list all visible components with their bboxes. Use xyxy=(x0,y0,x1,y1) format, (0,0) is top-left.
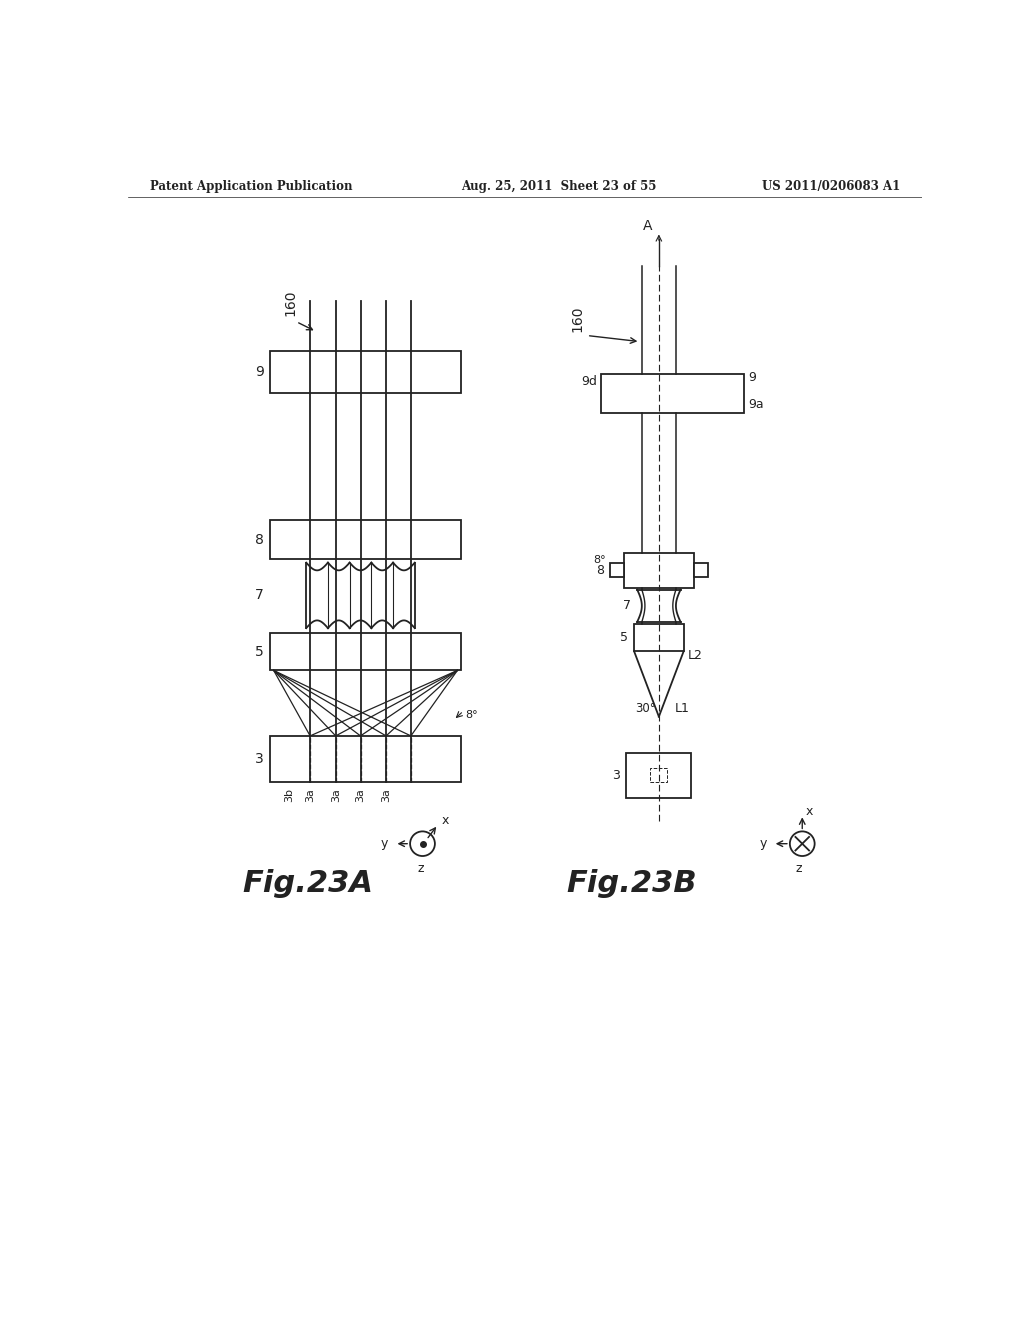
Bar xyxy=(634,624,684,651)
Text: 5: 5 xyxy=(255,645,263,659)
Text: L1: L1 xyxy=(675,702,689,715)
Text: A: A xyxy=(643,219,652,234)
Text: 7: 7 xyxy=(255,589,263,602)
Bar xyxy=(601,374,744,412)
Text: 9a: 9a xyxy=(748,399,764,412)
Text: x: x xyxy=(442,814,450,828)
Text: 160: 160 xyxy=(284,290,298,317)
Text: z: z xyxy=(418,862,424,875)
Text: 3: 3 xyxy=(255,752,263,766)
Text: x: x xyxy=(806,805,813,818)
Text: 30°: 30° xyxy=(636,702,656,715)
Bar xyxy=(627,752,691,797)
Text: 8: 8 xyxy=(596,564,604,577)
Text: y: y xyxy=(381,837,388,850)
Text: 3b: 3b xyxy=(285,788,294,803)
Text: 9: 9 xyxy=(748,371,756,384)
Text: 9: 9 xyxy=(255,366,263,379)
Bar xyxy=(270,737,461,781)
Text: 7: 7 xyxy=(623,599,631,612)
Text: 3a: 3a xyxy=(305,788,315,803)
Text: y: y xyxy=(759,837,767,850)
Text: 8: 8 xyxy=(255,532,263,546)
Text: 8°: 8° xyxy=(465,710,478,719)
Text: z: z xyxy=(795,862,802,875)
Text: 3a: 3a xyxy=(331,788,341,803)
Text: 5: 5 xyxy=(620,631,628,644)
Bar xyxy=(270,634,461,671)
Bar xyxy=(270,351,461,393)
Bar xyxy=(270,520,461,558)
Text: 3a: 3a xyxy=(355,788,366,803)
Bar xyxy=(693,564,708,577)
Bar xyxy=(650,768,668,781)
Text: 160: 160 xyxy=(570,305,585,331)
Bar xyxy=(610,564,624,577)
Text: Fig.23B: Fig.23B xyxy=(566,870,696,898)
Text: L2: L2 xyxy=(687,648,702,661)
Text: Fig.23A: Fig.23A xyxy=(243,870,374,898)
Text: US 2011/0206083 A1: US 2011/0206083 A1 xyxy=(762,181,900,194)
Text: 3: 3 xyxy=(612,768,621,781)
Text: 9d: 9d xyxy=(581,375,597,388)
Text: Patent Application Publication: Patent Application Publication xyxy=(150,181,352,194)
Text: 8°: 8° xyxy=(594,554,606,565)
Text: 3a: 3a xyxy=(381,788,391,803)
Bar xyxy=(624,553,693,589)
Text: Aug. 25, 2011  Sheet 23 of 55: Aug. 25, 2011 Sheet 23 of 55 xyxy=(461,181,656,194)
